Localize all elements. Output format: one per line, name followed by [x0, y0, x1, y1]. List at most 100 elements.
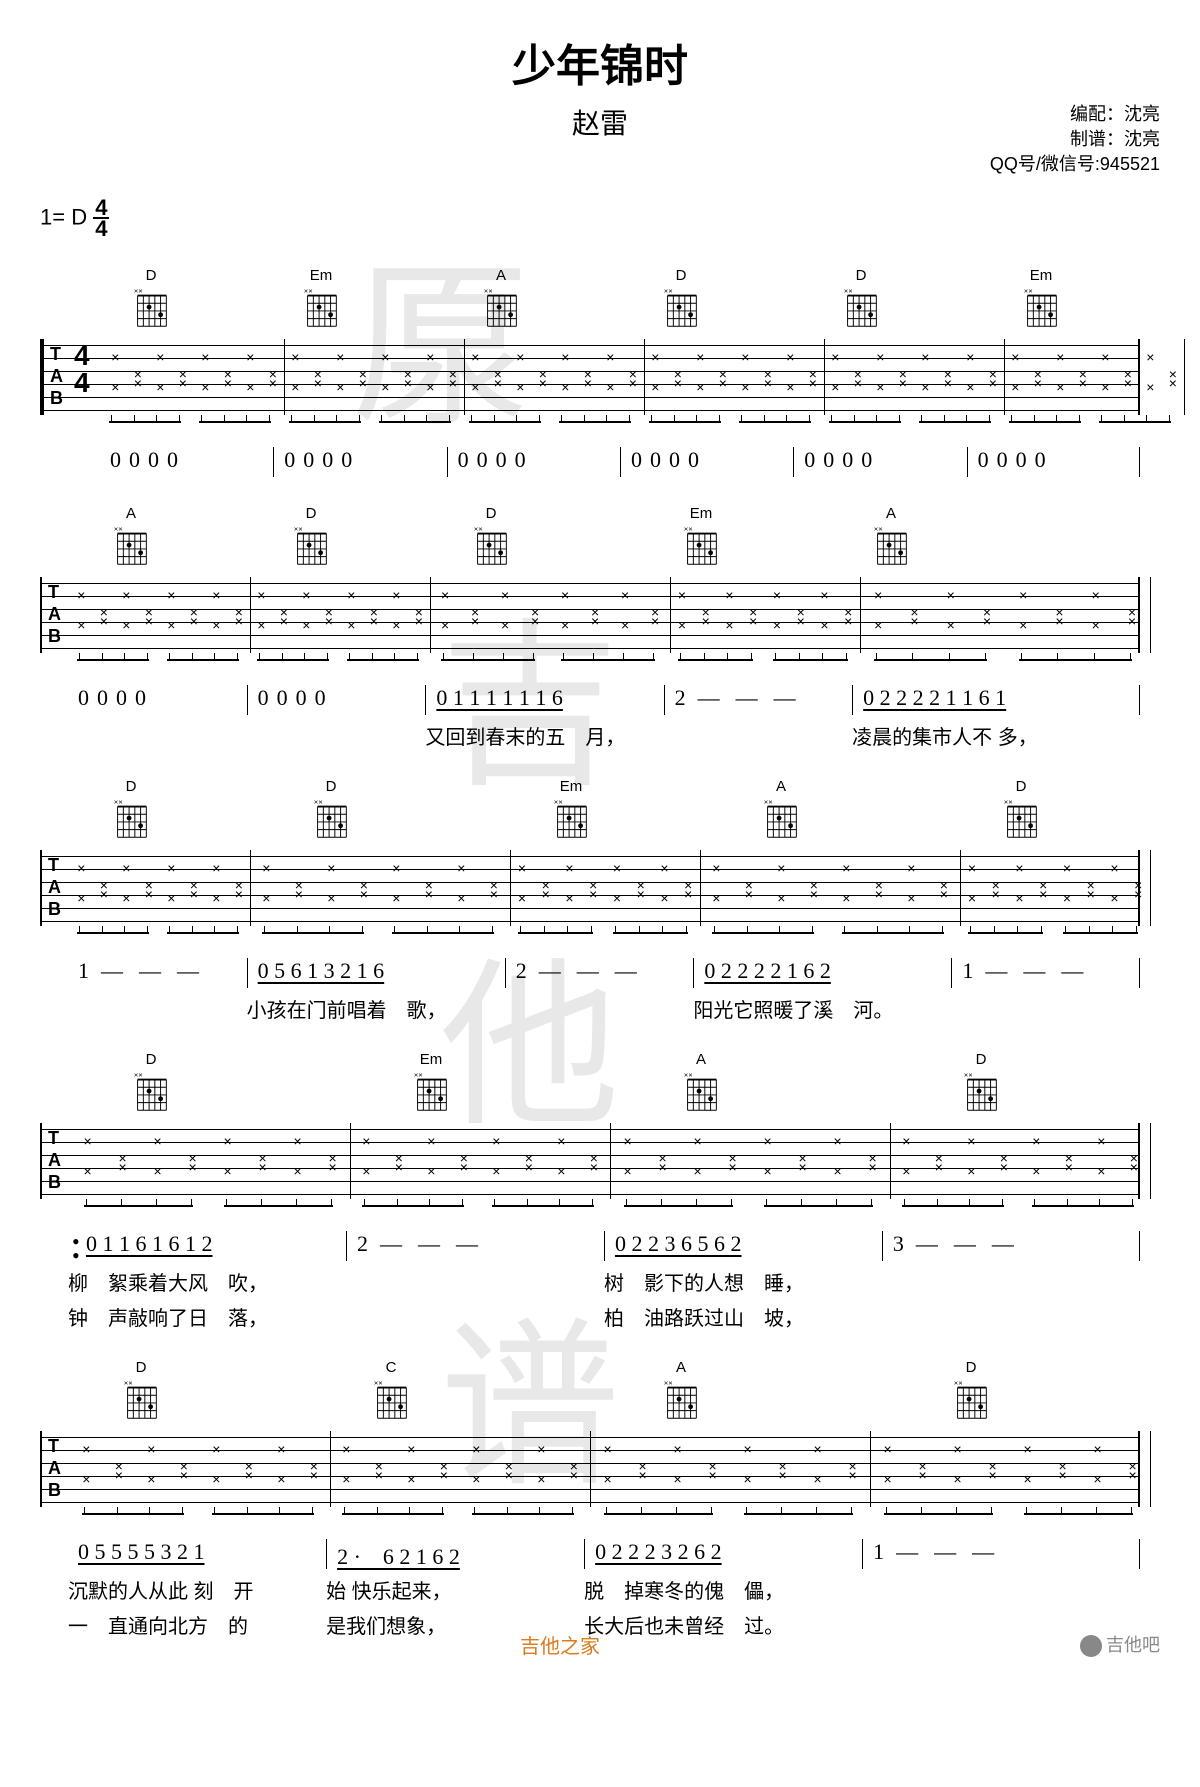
melody-number: 2 — [512, 958, 531, 984]
melody-number: 1 — [869, 1539, 888, 1565]
chord-name: D — [326, 778, 337, 795]
number-bar: 1——— — [862, 1539, 1140, 1569]
chord-name: A — [126, 505, 136, 522]
lyric-line — [68, 721, 247, 750]
melody-number: 0 — [665, 447, 684, 473]
chord-diagram: A ×× — [760, 778, 802, 843]
svg-text:××: ×× — [134, 1071, 143, 1080]
chord-name: D — [966, 1359, 977, 1376]
contact-label: QQ号/微信号: — [990, 154, 1100, 174]
number-bar: 1——— — [951, 958, 1140, 988]
svg-text:××: ×× — [1024, 287, 1033, 296]
svg-text:××: ×× — [874, 525, 883, 534]
svg-text:××: ×× — [304, 287, 313, 296]
melody-number: 0 — [627, 447, 646, 473]
chord-name: D — [486, 505, 497, 522]
number-bar: 0000 — [793, 447, 966, 477]
number-bar: 0000 — [620, 447, 793, 477]
number-bar: 0 2 2 2 2 1 1 6 1 — [852, 685, 1140, 715]
melody-number: — — [1015, 958, 1053, 984]
transcriber-name: 沈亮 — [1124, 129, 1160, 149]
chord-diagram: Em ×× — [680, 505, 722, 570]
lyric-line-2: 钟 声敲响了日 落， — [68, 1302, 346, 1331]
melody-numbers: 0 1 1 1 1 1 1 6 — [432, 685, 567, 711]
melody-number: — — [984, 1231, 1022, 1257]
chord-diagram: D ×× — [290, 505, 332, 570]
number-bar: 0 5 6 1 3 2 1 6 — [247, 958, 505, 988]
svg-text:××: ×× — [114, 525, 123, 534]
number-bar: 3——— — [882, 1231, 1140, 1261]
svg-text:××: ×× — [114, 798, 123, 807]
chord-name: Em — [560, 778, 583, 795]
melody-number: — — [569, 958, 607, 984]
melody-number: — — [908, 1231, 946, 1257]
melody-number: 0 — [280, 447, 299, 473]
number-bar: 0000 — [68, 685, 247, 715]
tab-system: D ×× C ×× A ×× D ×× — [40, 1359, 1160, 1639]
melody-number: 0 — [684, 447, 703, 473]
svg-text:××: ×× — [664, 287, 673, 296]
chord-name: D — [856, 267, 867, 284]
number-bar: 2 · 6 2 1 6 2 — [326, 1539, 584, 1569]
chord-diagram: D ×× — [660, 267, 702, 332]
number-bar: 0 1 1 1 1 1 1 6 — [425, 685, 663, 715]
chord-name: D — [146, 1051, 157, 1068]
number-bar: 0000 — [100, 447, 273, 477]
melody-numbers: 0 1 1 6 1 6 1 2 — [82, 1231, 217, 1257]
melody-number: 0 — [93, 685, 112, 711]
melody-numbers: 0 2 2 2 3 2 6 2 — [591, 1539, 726, 1565]
melody-number: 0 — [311, 685, 330, 711]
key-signature: 1= D 4 4 — [40, 198, 1160, 240]
melody-number: 0 — [163, 447, 182, 473]
svg-text:××: ×× — [684, 1071, 693, 1080]
melody-number: 0 — [106, 447, 125, 473]
melody-number: — — [1053, 958, 1091, 984]
chord-name: D — [976, 1051, 987, 1068]
lyric-line — [247, 721, 426, 750]
lyric-line: 树 影下的人想 睡， — [604, 1267, 882, 1296]
melody-number: 1 — [74, 958, 93, 984]
lyric-line-2 — [862, 1610, 1140, 1639]
melody-number: 0 — [454, 447, 473, 473]
chord-diagram: C ×× — [370, 1359, 412, 1424]
chord-diagram: D ×× — [950, 1359, 992, 1424]
chord-diagram: D ×× — [470, 505, 512, 570]
svg-text:××: ×× — [314, 798, 323, 807]
melody-number: 0 — [974, 447, 993, 473]
melody-number: 2 — [671, 685, 690, 711]
svg-text:××: ×× — [664, 1379, 673, 1388]
melody-number: — — [531, 958, 569, 984]
chord-name: D — [126, 778, 137, 795]
transcriber-label: 制谱： — [1070, 129, 1124, 149]
melody-number: — — [977, 958, 1015, 984]
tab-system: D ×× Em ×× A ×× D ×× — [40, 1051, 1160, 1331]
number-bar: 0 2 2 2 2 1 6 2 — [693, 958, 951, 988]
lyric-line — [505, 994, 694, 1023]
tab-system: D ×× D ×× Em ×× A ×× — [40, 778, 1160, 1023]
melody-numbers: 0 5 5 5 5 3 2 1 — [74, 1539, 209, 1565]
chord-diagram: D ×× — [130, 1051, 172, 1116]
svg-text:××: ×× — [844, 287, 853, 296]
melody-number: 0 — [646, 447, 665, 473]
melody-number: — — [169, 958, 207, 984]
melody-number: 0 — [1031, 447, 1050, 473]
melody-number: 0 — [1012, 447, 1031, 473]
lyric-line: 脱 掉寒冬的傀 儡， — [584, 1575, 862, 1604]
melody-number: 2 — [353, 1231, 372, 1257]
lyric-line: 阳光它照暖了溪 河。 — [693, 994, 951, 1023]
arranger-label: 编配： — [1070, 104, 1124, 124]
number-bar: 1——— — [68, 958, 247, 988]
melody-number: — — [888, 1539, 926, 1565]
lyric-line-2: 柏 油路跃过山 坡， — [604, 1302, 882, 1331]
melody-number: 0 — [74, 685, 93, 711]
svg-text:××: ×× — [684, 525, 693, 534]
svg-text:××: ×× — [484, 287, 493, 296]
melody-number: 0 — [838, 447, 857, 473]
svg-text:××: ×× — [954, 1379, 963, 1388]
melody-number: — — [766, 685, 804, 711]
melody-number: 0 — [857, 447, 876, 473]
melody-number: 0 — [800, 447, 819, 473]
lyric-line — [346, 1267, 604, 1296]
melody-number: — — [410, 1231, 448, 1257]
melody-number: — — [728, 685, 766, 711]
